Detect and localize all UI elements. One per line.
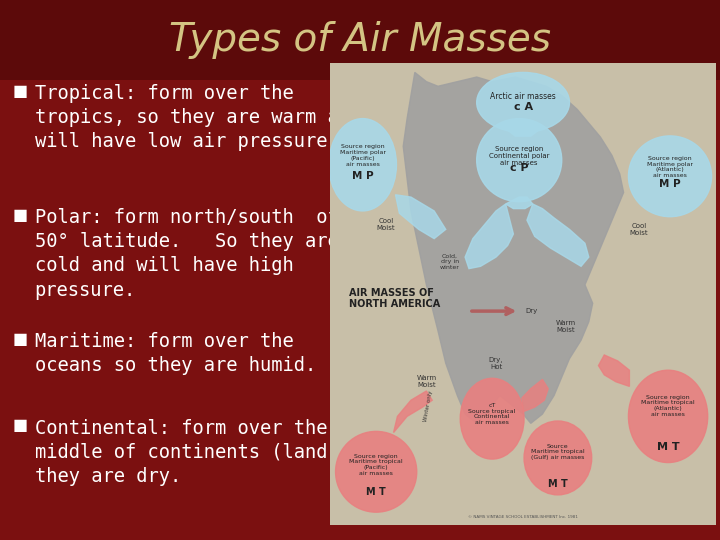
Polygon shape: [465, 204, 513, 268]
Text: Source region
Maritime polar
(Pacific)
air masses: Source region Maritime polar (Pacific) a…: [340, 144, 386, 167]
Text: Source
Maritime tropical
(Gulf) air masses: Source Maritime tropical (Gulf) air mass…: [531, 444, 585, 460]
Text: Cool
Moist: Cool Moist: [630, 223, 649, 236]
Text: Winter only: Winter only: [423, 390, 433, 422]
Text: M T: M T: [548, 480, 568, 489]
Text: Warm
Moist: Warm Moist: [416, 375, 436, 388]
Text: c P: c P: [510, 164, 528, 173]
Polygon shape: [394, 391, 432, 433]
Text: Warm
Moist: Warm Moist: [556, 320, 576, 333]
Polygon shape: [522, 380, 548, 412]
Ellipse shape: [460, 379, 524, 459]
Ellipse shape: [477, 72, 570, 132]
Polygon shape: [527, 204, 589, 266]
Text: cT
Source tropical
Continental
air masses: cT Source tropical Continental air masse…: [469, 403, 516, 426]
Text: AIR MASSES OF
NORTH AMERICA: AIR MASSES OF NORTH AMERICA: [349, 288, 441, 309]
Ellipse shape: [629, 370, 708, 463]
Text: Source region
Maritime tropical
(Atlantic)
air masses: Source region Maritime tropical (Atlanti…: [642, 395, 695, 417]
Text: Source region
Maritime polar
(Atlantic)
air masses: Source region Maritime polar (Atlantic) …: [647, 156, 693, 178]
Text: Dry,
Hot: Dry, Hot: [489, 357, 503, 370]
Polygon shape: [403, 72, 624, 423]
Text: Dry: Dry: [525, 308, 537, 314]
Text: M T: M T: [657, 442, 680, 453]
Text: Polar: form north/south  of
50° latitude.   So they are
cold and will have high
: Polar: form north/south of 50° latitude.…: [35, 208, 338, 300]
Text: c A: c A: [513, 102, 533, 112]
Text: Maritime: form over the
oceans so they are humid.: Maritime: form over the oceans so they a…: [35, 332, 316, 375]
Text: Cool
Moist: Cool Moist: [377, 218, 395, 231]
Polygon shape: [505, 197, 533, 208]
Ellipse shape: [336, 431, 417, 512]
Polygon shape: [508, 124, 539, 136]
Text: Tropical: form over the
tropics, so they are warm and
will have low air pressure: Tropical: form over the tropics, so they…: [35, 84, 361, 151]
Text: ■: ■: [12, 84, 28, 99]
Text: Source region
Maritime tropical
(Pacific)
air masses: Source region Maritime tropical (Pacific…: [349, 454, 403, 476]
Text: M P: M P: [352, 171, 374, 181]
Polygon shape: [395, 195, 446, 239]
Text: M P: M P: [660, 179, 681, 189]
Polygon shape: [598, 355, 629, 387]
Text: ■: ■: [12, 332, 28, 347]
Text: Source region
Continental polar
air masses: Source region Continental polar air mass…: [489, 145, 549, 166]
Text: © NAMS VINTAGE SCHOOL ESTABLISHMENT Inc. 1981: © NAMS VINTAGE SCHOOL ESTABLISHMENT Inc.…: [468, 515, 578, 518]
Text: Cold,
dry in
winter: Cold, dry in winter: [440, 253, 459, 270]
Text: ■: ■: [12, 418, 28, 434]
Text: Arctic air masses: Arctic air masses: [490, 92, 556, 101]
Ellipse shape: [629, 136, 711, 217]
Text: Types of Air Masses: Types of Air Masses: [169, 21, 551, 59]
Ellipse shape: [524, 421, 592, 495]
Text: M T: M T: [366, 487, 386, 497]
Text: ■: ■: [12, 208, 28, 223]
FancyBboxPatch shape: [330, 63, 716, 525]
Ellipse shape: [477, 119, 562, 201]
Text: Continental: form over the
middle of continents (land) so
they are dry.: Continental: form over the middle of con…: [35, 418, 372, 486]
Ellipse shape: [329, 119, 397, 211]
FancyBboxPatch shape: [0, 0, 720, 80]
